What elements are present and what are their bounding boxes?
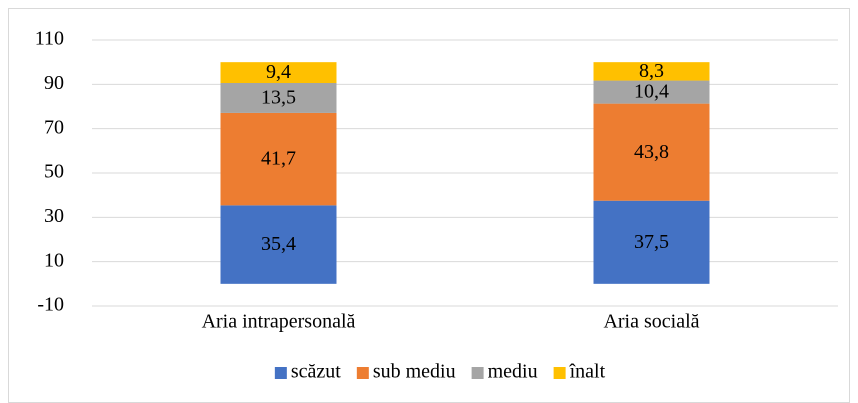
y-tick-label: 70 [44,116,64,138]
y-tick-label: 90 [44,72,64,94]
y-tick-label: 110 [35,28,64,50]
legend-swatch [471,367,484,379]
data-label: 37,5 [634,231,669,253]
data-label: 10,4 [634,81,669,103]
legend-label: scăzut [291,361,341,383]
bar-segment [220,83,337,113]
x-tick-label: Aria socială [603,311,699,333]
legend-label: mediu [488,361,538,383]
data-label: 13,5 [261,87,296,109]
y-tick-label: 30 [44,205,64,227]
bar-segment [593,200,710,284]
legend-swatch [356,367,369,379]
legend-label: înalt [569,361,606,383]
y-tick-label: -10 [37,294,64,316]
bar-segment [593,62,710,81]
bar-segment [220,62,337,84]
legend-label: sub mediu [373,361,456,383]
y-tick-label: 50 [44,161,64,183]
bar-segment [220,205,337,284]
data-label: 9,4 [266,61,291,83]
chart-frame [8,8,850,403]
legend-swatch [553,367,566,379]
bar-segment [593,80,710,104]
data-label: 8,3 [639,60,664,82]
data-label: 35,4 [261,233,296,255]
y-tick-label: 10 [44,249,64,271]
bar-segment [593,103,710,201]
bar-segment [220,112,337,206]
legend-swatch [274,367,287,379]
data-label: 43,8 [634,141,669,163]
x-tick-label: Aria intrapersonală [202,311,356,333]
data-label: 41,7 [261,148,296,170]
